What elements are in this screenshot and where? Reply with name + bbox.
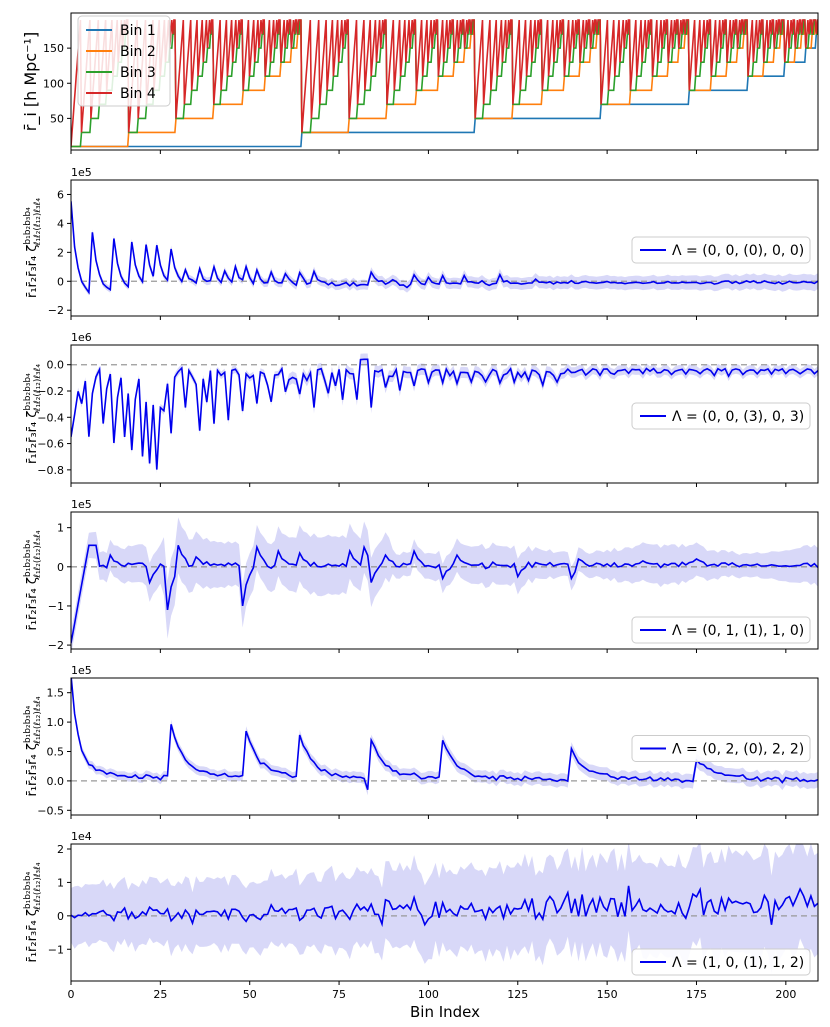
- y-tick-label: −1: [48, 600, 64, 613]
- x-axis-label: Bin Index: [410, 1003, 480, 1021]
- y-tick-label: 0.5: [47, 745, 65, 758]
- y-axis-label-main: r̄₁r̄₂r̄₃r̄₄ ζ: [25, 577, 40, 630]
- y-tick-label: 1: [57, 522, 64, 535]
- y-tick-label: −2: [48, 304, 64, 317]
- panel-4: −2 −1 0 1 1e5 r̄₁r̄₂r̄₃r̄₄ ζb₁b₂b₃b₄ℓ₁ℓ₂(ℓ₁₂)…: [23, 498, 819, 653]
- legend-entry: Bin 2: [120, 44, 156, 60]
- series-line: [71, 201, 818, 295]
- legend: [631, 948, 811, 976]
- legend: [77, 15, 171, 107]
- y-axis-label-sup: b₁b₂b₃b₄: [23, 207, 33, 245]
- axes-frame: [70, 179, 819, 317]
- y-axis-label-sub: ℓ₁ℓ₂(ℓ₁₂)ℓ₃ℓ₄: [33, 198, 43, 247]
- x-tick-label: 50: [243, 988, 257, 1001]
- x-tick-label: 200: [775, 988, 796, 1001]
- offset-text: 1e6: [71, 331, 92, 344]
- offset-text: 1e5: [71, 166, 92, 179]
- y-tick-label: −0.2: [37, 385, 64, 398]
- series-line: [71, 358, 818, 470]
- panel-2: −2 0 2 4 6 1e5 r̄₁r̄₂r̄₃r̄₄ ζb₁b₂b₃b₄ℓ₁ℓ₂(ℓ₁₂)…: [23, 166, 819, 320]
- y-tick-label: 1.0: [47, 716, 65, 729]
- y-tick-label: 0: [57, 561, 64, 574]
- y-axis-label-sup: b₁b₂b₃b₄: [23, 539, 33, 577]
- y-axis-label: r̄₁r̄₂r̄₃r̄₄ ζb₁b₂b₃b₄ℓ₁ℓ₂(ℓ₁₂)ℓ₃ℓ₄: [23, 696, 43, 796]
- panel-6: −1 0 1 2 0 25 50 75 100 125 150 175 200 1e4 r̄₁r̄₂r̄₃r…: [23, 830, 819, 1001]
- y-tick-label: −0.6: [37, 438, 64, 451]
- series-line: [71, 885, 818, 928]
- y-tick-label: −0.4: [37, 411, 64, 424]
- legend: [631, 616, 811, 644]
- y-tick-label: −0.5: [37, 804, 64, 817]
- legend-entry: Λ = (1, 0, (1), 1, 2): [672, 955, 804, 971]
- y-axis-label-sub: ℓ₁ℓ₂(ℓ₁₂)ℓ₃ℓ₄: [33, 530, 43, 579]
- legend-entry: Bin 1: [120, 23, 156, 39]
- y-tick-label: 4: [57, 217, 64, 230]
- legend-entry: Bin 3: [120, 65, 156, 81]
- y-axis-label: r̄₁r̄₂r̄₃r̄₄ ζb₁b₂b₃b₄ℓ₁ℓ₂(ℓ₁₂)ℓ₃ℓ₄: [23, 364, 43, 464]
- y-axis-label-main: r̄₁r̄₂r̄₃r̄₄ ζ: [25, 245, 40, 298]
- y-axis-label-main: r̄₁r̄₂r̄₃r̄₄ ζ: [25, 909, 40, 962]
- offset-text: 1e4: [71, 830, 92, 843]
- y-tick-label: −1: [48, 943, 64, 956]
- legend-entry: Λ = (0, 0, (0), 0, 0): [672, 243, 804, 259]
- y-tick-label: 0.0: [47, 775, 65, 788]
- y-axis-label-sup: b₁b₂b₃b₄: [23, 373, 33, 411]
- y-axis-label-sub: ℓ₁ℓ₂(ℓ₁₂)ℓ₃ℓ₄: [33, 364, 43, 413]
- series-line-bin-4: [71, 19, 818, 147]
- y-tick-label: 2: [57, 843, 64, 856]
- y-axis-label-main: r̄₁r̄₂r̄₃r̄₄ ζ: [25, 743, 40, 796]
- x-tick-label: 0: [68, 988, 75, 1001]
- legend-entry: Bin 4: [120, 86, 156, 102]
- axes-frame: [70, 843, 819, 982]
- y-tick-label: −2: [48, 639, 64, 652]
- y-axis-label: r̄_i [h Mpc⁻¹]: [21, 32, 41, 131]
- panel-5: −0.5 0.0 0.5 1.0 1.5 1e5 r̄₁r̄₂r̄₃r̄₄ ζb₁b₂b₃b…: [23, 664, 819, 819]
- y-tick-label: 1: [57, 876, 64, 889]
- y-axis-label-main: r̄₁r̄₂r̄₃r̄₄ ζ: [25, 411, 40, 464]
- x-tick-label: 75: [332, 988, 346, 1001]
- axes-frame: [70, 344, 819, 484]
- y-axis-label: r̄₁r̄₂r̄₃r̄₄ ζb₁b₂b₃b₄ℓ₁ℓ₂(ℓ₁₂)ℓ₃ℓ₄: [23, 862, 43, 962]
- y-tick-label: 2: [57, 246, 64, 259]
- axes-frame: [70, 12, 819, 151]
- y-axis-label-sup: b₁b₂b₃b₄: [23, 705, 33, 743]
- y-tick-label: 0.0: [47, 359, 65, 372]
- y-tick-label: 0: [57, 275, 64, 288]
- y-tick-label: −0.8: [37, 464, 64, 477]
- y-axis-label-sup: b₁b₂b₃b₄: [23, 871, 33, 909]
- panel-3: −0.8 −0.6 −0.4 −0.2 0.0 1e6 r̄₁r̄₂r̄₃r̄₄ ζb₁b₂…: [23, 331, 819, 487]
- y-tick-label: 100: [43, 77, 64, 90]
- y-tick-label: 150: [43, 42, 64, 55]
- series-line-bin-2: [71, 19, 818, 148]
- legend-entry: Λ = (0, 2, (0), 2, 2): [672, 742, 804, 758]
- x-tick-label: 25: [153, 988, 167, 1001]
- x-tick-label: 125: [507, 988, 528, 1001]
- legend: [631, 236, 811, 264]
- y-tick-label: 6: [57, 188, 64, 201]
- series-line: [71, 678, 818, 790]
- series-line: [71, 544, 818, 644]
- x-tick-label: 100: [418, 988, 439, 1001]
- offset-text: 1e5: [71, 498, 92, 511]
- y-axis-label: r̄₁r̄₂r̄₃r̄₄ ζb₁b₂b₃b₄ℓ₁ℓ₂(ℓ₁₂)ℓ₃ℓ₄: [23, 530, 43, 630]
- axes-frame: [70, 677, 819, 816]
- offset-text: 1e5: [71, 664, 92, 677]
- legend: [631, 402, 811, 430]
- y-tick-label: 50: [50, 112, 64, 125]
- axes-frame: [70, 511, 819, 650]
- y-tick-label: 0: [57, 910, 64, 923]
- y-axis-label-sub: ℓ₁ℓ₂(ℓ₁₂)ℓ₃ℓ₄: [33, 862, 43, 911]
- y-axis-label: r̄₁r̄₂r̄₃r̄₄ ζb₁b₂b₃b₄ℓ₁ℓ₂(ℓ₁₂)ℓ₃ℓ₄: [23, 198, 43, 298]
- x-tick-label: 175: [686, 988, 707, 1001]
- y-tick-label: 1.5: [47, 687, 65, 700]
- y-axis-label-sub: ℓ₁ℓ₂(ℓ₁₂)ℓ₃ℓ₄: [33, 696, 43, 745]
- legend-entry: Λ = (0, 1, (1), 1, 0): [672, 623, 804, 639]
- legend: [631, 735, 811, 762]
- legend-entry: Λ = (0, 0, (3), 0, 3): [672, 409, 804, 425]
- x-tick-label: 150: [597, 988, 618, 1001]
